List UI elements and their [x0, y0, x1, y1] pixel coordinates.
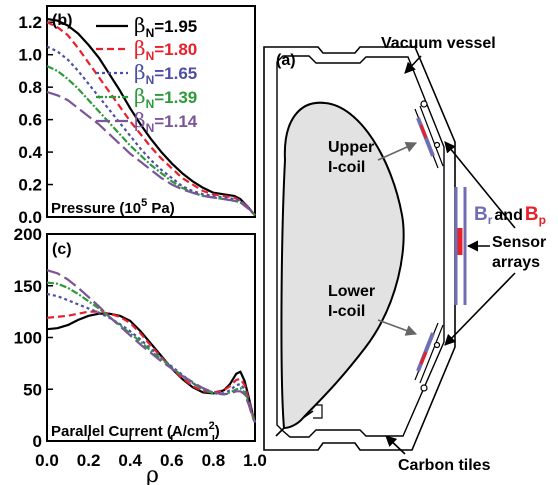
- pressure-label-text: Pressure (10: [51, 200, 141, 217]
- current-label-unit: ): [215, 423, 220, 440]
- lower-icoil-label-2: I-coil: [328, 303, 365, 320]
- series-line: [46, 310, 257, 423]
- y-tick-label: 150: [14, 277, 42, 296]
- vacuum-vessel-label: Vacuum vessel: [381, 35, 496, 52]
- x-tick-label: 0.0: [35, 451, 59, 470]
- carbon-tiles-arrow: [385, 435, 406, 455]
- legend-entry: βN=1.80: [134, 36, 197, 63]
- carbon-tiles-label: Carbon tiles: [398, 457, 491, 474]
- current-x-axis: 0.0 0.2 0.4 0.6 0.8 1.0: [35, 435, 267, 470]
- pressure-series: [46, 17, 256, 217]
- panel-b-label: (b): [52, 12, 72, 29]
- upper-coil-bolt-1: [420, 100, 428, 108]
- upper-icoil-label-1: Upper: [328, 139, 374, 156]
- series-line: [46, 45, 256, 217]
- br-bp-label: Br and Bp: [474, 204, 546, 227]
- pressure-panel: 0.0 0.2 0.4 0.6 0.8 1.0 1.2 (b) βN=1.95βN=1.80…: [18, 5, 256, 227]
- current-axis-label: Parallel Current (A/cm2): [51, 420, 220, 440]
- y-tick-label: 200: [14, 225, 42, 244]
- divertor-tile: [313, 404, 323, 419]
- upper-icoil-arrow: [377, 142, 418, 161]
- series-line: [46, 90, 256, 217]
- current-y-axis: 0 50 100 150 200: [14, 225, 53, 451]
- y-tick-label: 100: [14, 329, 42, 348]
- current-plot-frame: [46, 233, 256, 442]
- x-tick-label: 0.6: [160, 451, 184, 470]
- y-tick-label: 0: [33, 432, 42, 451]
- y-tick-label: 1.2: [18, 13, 42, 32]
- legend-entry: βN=1.39: [134, 84, 197, 111]
- legend-entry: βN=1.14: [134, 108, 198, 135]
- pressure-axis-label: Pressure (105 Pa): [51, 197, 175, 217]
- lower-coil-bolt-1: [433, 341, 441, 349]
- pressure-plot-frame: [46, 5, 256, 218]
- divertor-leg-outer: [302, 410, 314, 419]
- x-tick-label: 0.4: [118, 451, 142, 470]
- series-line: [46, 312, 257, 423]
- upper-icoil: [414, 100, 444, 169]
- lower-icoil-label-1: Lower: [328, 283, 375, 300]
- y-tick-label: 0.4: [18, 143, 42, 162]
- y-tick-label: 1.0: [18, 46, 42, 65]
- current-label-text: Parallel Current (A/cm: [51, 423, 209, 440]
- current-panel: 0 50 100 150 200 0.0 0.2 0.4 0.6 0.8 1.0 (c) Para…: [14, 225, 267, 485]
- upper-icoil-label-2: I-coil: [328, 159, 365, 176]
- lower-icoil: [414, 322, 444, 392]
- series-line: [46, 292, 257, 423]
- x-tick-label: 0.2: [77, 451, 101, 470]
- lower-coil-bolt-2: [420, 384, 428, 392]
- legend-entry: βN=1.95: [134, 13, 197, 40]
- tokamak-diagram: (a) Vacuum vessel Upper I-coil Lower I-c…: [263, 35, 546, 474]
- series-line: [46, 21, 256, 217]
- bp-symbol: B: [525, 204, 539, 225]
- y-tick-label: 0.2: [18, 176, 42, 195]
- legend-entry: βN=1.65: [134, 60, 197, 87]
- panel-a-label: (a): [276, 52, 296, 69]
- y-tick-label: 0.0: [18, 208, 42, 227]
- current-series: [46, 269, 257, 423]
- y-tick-label: 0.6: [18, 111, 42, 130]
- sensor-arrow-lower: [444, 272, 516, 346]
- br-symbol: B: [474, 204, 488, 225]
- plasma-cross-section: [280, 101, 405, 430]
- lower-icoil-arrow: [377, 319, 418, 336]
- y-tick-label: 0.8: [18, 78, 42, 97]
- sensor-label-2: arrays: [492, 254, 540, 271]
- bp-subscript: p: [539, 213, 546, 227]
- x-axis-label-rho: ρ: [146, 463, 159, 485]
- upper-coil-bolt-2: [433, 141, 441, 149]
- sensor-label-1: Sensor: [492, 234, 546, 251]
- br-subscript: r: [488, 213, 493, 227]
- and-word: and: [494, 207, 522, 224]
- y-tick-label: 50: [23, 380, 42, 399]
- pressure-y-axis: 0.0 0.2 0.4 0.6 0.8 1.0 1.2: [18, 13, 53, 227]
- x-tick-label: 0.8: [202, 451, 226, 470]
- series-line: [46, 269, 256, 423]
- pressure-label-unit: Pa): [147, 200, 175, 217]
- divertor-leg-inner: [275, 427, 285, 437]
- x-tick-label: 1.0: [243, 451, 267, 470]
- midplane-sensor-array: [454, 187, 467, 305]
- sensor-arrow-upper: [444, 141, 516, 229]
- vacuum-vessel-arrow: [404, 55, 422, 74]
- pressure-label-exponent: 5: [141, 197, 147, 209]
- series-line: [46, 65, 256, 217]
- series-line: [46, 17, 256, 217]
- current-label-exponent: 2: [209, 420, 215, 432]
- panel-c-label: (c): [52, 241, 72, 258]
